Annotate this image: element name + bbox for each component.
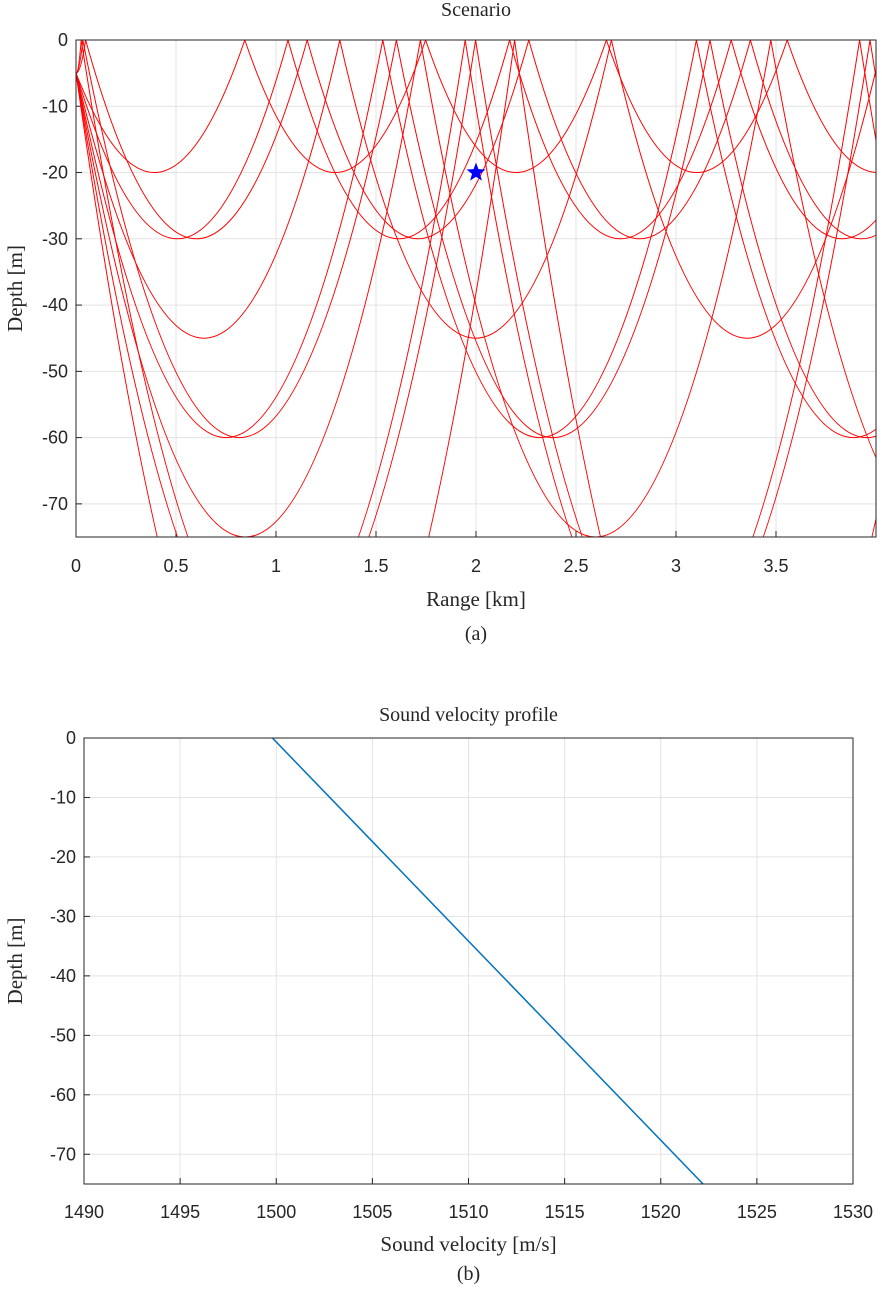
ray [76, 40, 876, 439]
ray [76, 40, 876, 439]
y-tick-label: -20 [42, 163, 68, 183]
ray [76, 40, 876, 537]
x-axis-label: Range [km] [426, 587, 526, 611]
y-tick-label: -20 [50, 847, 76, 867]
x-tick-label: 1520 [641, 1202, 681, 1222]
x-tick-label: 2 [471, 556, 481, 576]
chart: 0 0.5 1 1.5 2 2.5 3 3.5 -70 -60 -50 -40 -30 -20 -10 0 Sc… [3, 0, 877, 645]
y-tick-label: 0 [66, 728, 76, 748]
y-tick-label: -30 [42, 229, 68, 249]
x-tick-label: 3.5 [763, 556, 788, 576]
profile-line [271, 738, 704, 1184]
y-tick-label: -40 [50, 966, 76, 986]
y-tick-label: -60 [42, 428, 68, 448]
y-tick-label: 0 [58, 30, 68, 50]
x-tick-label: 1.5 [363, 556, 388, 576]
x-tick-label: 1500 [256, 1202, 296, 1222]
x-tick-label: 3 [671, 556, 681, 576]
plot-content [271, 738, 704, 1184]
x-axis-label: Sound velocity [m/s] [380, 1232, 556, 1256]
x-tick-label: 0 [71, 556, 81, 576]
ray [76, 40, 876, 537]
plot-content [76, 40, 876, 537]
y-tick-label: -70 [42, 494, 68, 514]
x-tick-label: 1525 [737, 1202, 777, 1222]
x-tick-label: 1495 [160, 1202, 200, 1222]
y-tick-label: -70 [50, 1144, 76, 1164]
ray [76, 40, 876, 339]
y-tick-label: -50 [42, 361, 68, 381]
y-axis-label: Depth [m] [3, 245, 27, 332]
x-tick-label: 1515 [545, 1202, 585, 1222]
axes-box [83, 737, 854, 1185]
x-tick-label: 1505 [352, 1202, 392, 1222]
x-tick-label: 1530 [833, 1202, 873, 1222]
x-tick-label: 0.5 [163, 556, 188, 576]
caption: (b) [457, 1263, 480, 1285]
marker [466, 162, 486, 181]
y-axis-label: Depth [m] [3, 918, 27, 1005]
x-tick-label: 2.5 [563, 556, 588, 576]
y-tick-label: -50 [50, 1025, 76, 1045]
chart: 1490 1495 1500 1505 1510 1515 1520 1525 1530 -70 -… [3, 704, 873, 1285]
ray [76, 40, 876, 174]
x-tick-label: 1 [271, 556, 281, 576]
y-tick-label: -30 [50, 906, 76, 926]
x-tick-label: 1510 [448, 1202, 488, 1222]
y-tick-label: -40 [42, 295, 68, 315]
chart-title: Sound velocity profile [379, 704, 558, 726]
x-tick-label: 1490 [64, 1202, 104, 1222]
chart-title: Scenario [441, 0, 511, 21]
y-tick-label: -60 [50, 1085, 76, 1105]
caption: (a) [465, 623, 487, 645]
y-tick-label: -10 [50, 787, 76, 807]
ray [76, 40, 876, 240]
y-tick-label: -10 [42, 96, 68, 116]
axes-box [75, 39, 877, 538]
